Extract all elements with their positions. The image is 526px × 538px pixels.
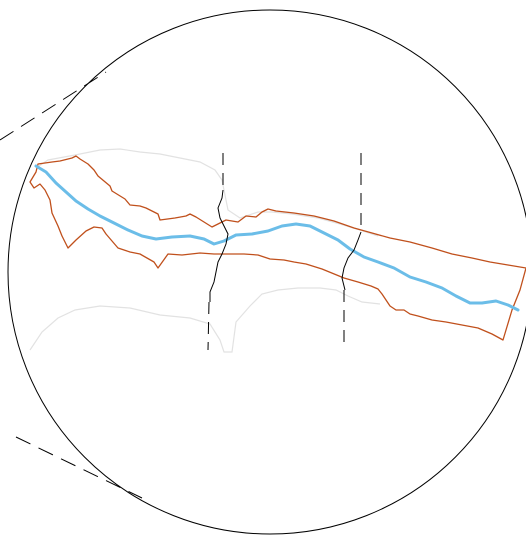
cross-boundaries	[207, 153, 362, 351]
cross-boundary-left-bottom-dashed	[207, 301, 210, 351]
zoom-leader-lines	[0, 71, 143, 499]
cross-boundary-left-solid	[209, 189, 229, 302]
river-line	[34, 164, 520, 312]
zoom-circle-frame	[7, 9, 526, 535]
context-outline	[29, 148, 381, 353]
context-outline-upper	[35, 148, 379, 237]
cross-boundary-right-solid	[341, 231, 362, 291]
river-corridor-boundary	[29, 155, 526, 341]
context-outline-lower	[29, 287, 381, 353]
